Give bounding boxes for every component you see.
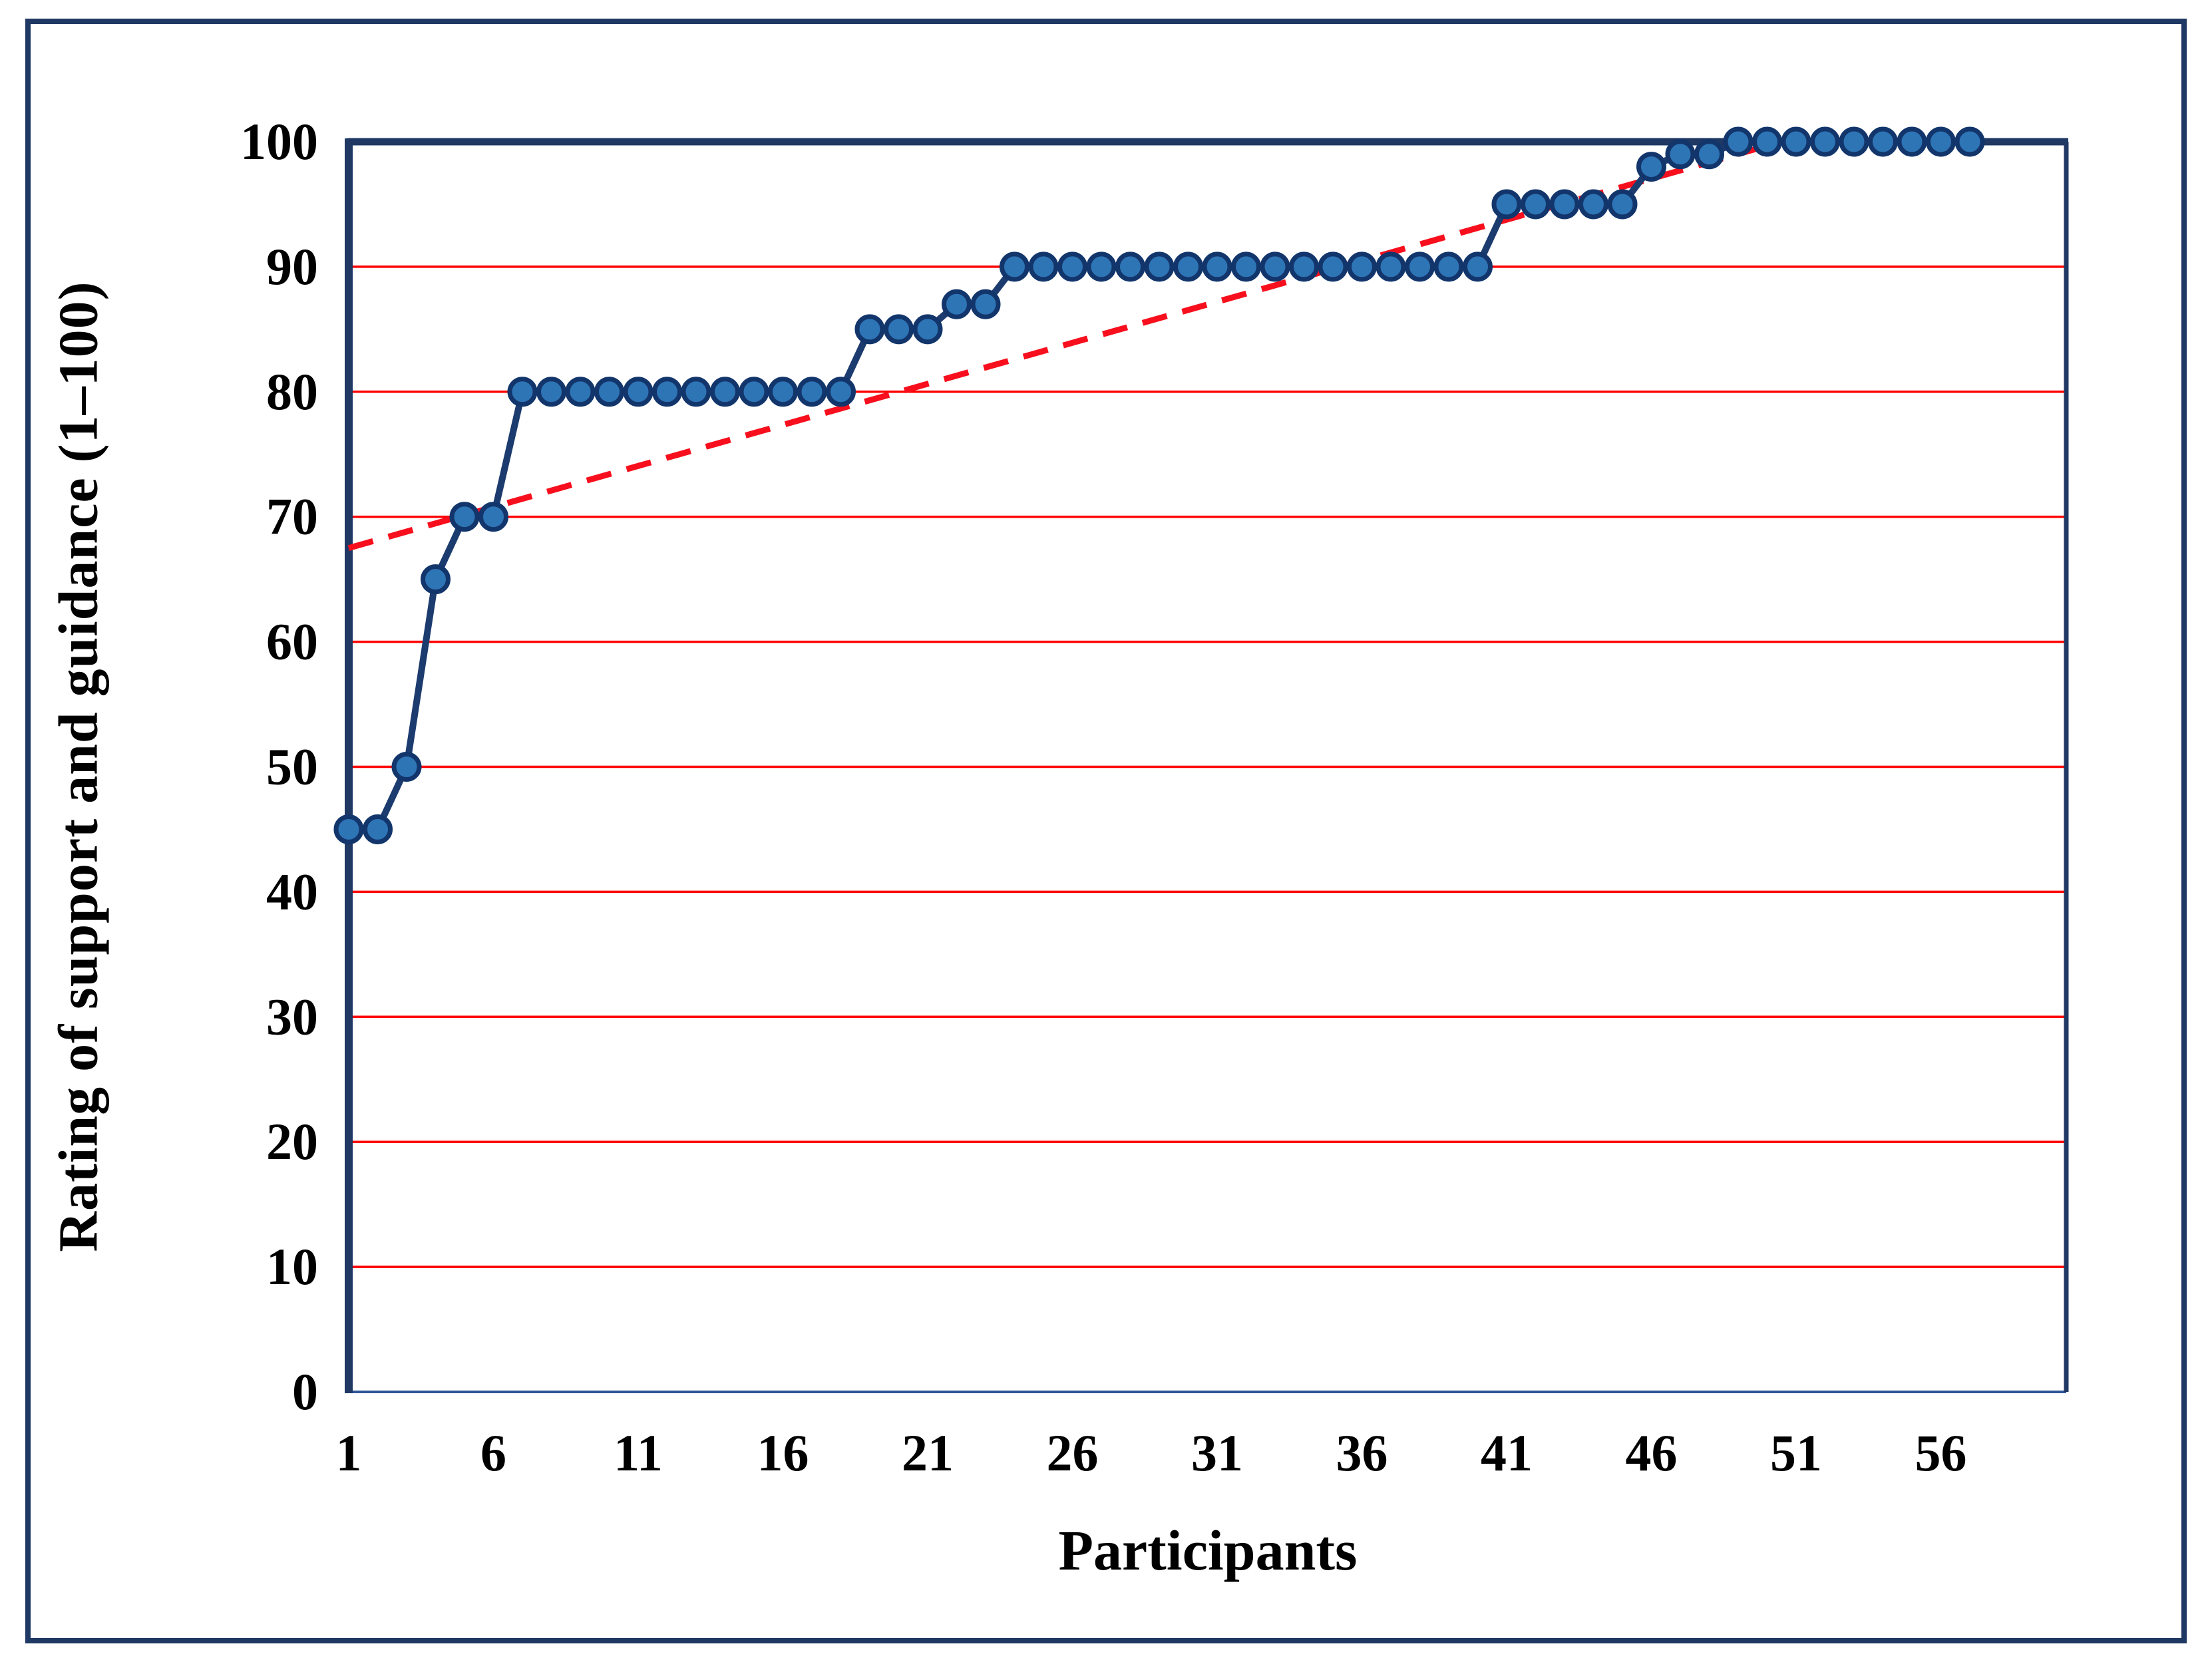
x-tick-label: 1: [336, 1424, 362, 1482]
data-point-marker: [1781, 126, 1811, 157]
x-tick-label: 51: [1770, 1424, 1822, 1482]
y-tick-label: 100: [240, 112, 318, 170]
data-point-marker: [1521, 189, 1551, 220]
data-point-marker: [1694, 139, 1724, 170]
data-point-marker: [1433, 251, 1464, 282]
data-point-marker: [970, 289, 1001, 319]
data-point-marker: [797, 377, 827, 407]
data-point-marker: [1173, 251, 1203, 282]
data-point-marker: [1926, 126, 1956, 157]
data-point-marker: [739, 377, 769, 407]
data-point-marker: [681, 377, 711, 407]
y-tick-label: 0: [292, 1363, 318, 1420]
data-point-marker: [1723, 126, 1753, 157]
y-tick-label: 70: [266, 488, 318, 546]
data-point-marker: [710, 377, 740, 407]
data-point-marker: [768, 377, 798, 407]
x-tick-label: 26: [1047, 1424, 1099, 1482]
data-point-marker: [1491, 189, 1522, 220]
y-tick-label: 90: [266, 238, 318, 295]
data-point-marker: [1144, 251, 1175, 282]
data-point-marker: [1000, 251, 1029, 282]
data-point-marker: [478, 502, 508, 532]
y-tick-label: 50: [266, 738, 318, 796]
data-point-marker: [652, 377, 682, 407]
data-point-marker: [565, 377, 596, 407]
data-point-marker: [1260, 251, 1290, 282]
data-point-marker: [1086, 251, 1117, 282]
data-point-marker: [1954, 126, 1985, 157]
data-point-marker: [1318, 251, 1348, 282]
data-point-marker: [1636, 152, 1666, 182]
data-point-marker: [333, 814, 364, 844]
data-point-marker: [1868, 126, 1898, 157]
x-tick-label: 6: [480, 1424, 506, 1482]
data-point-marker: [421, 564, 451, 595]
data-point-marker: [363, 814, 393, 844]
data-point-marker: [1028, 251, 1059, 282]
x-tick-label: 36: [1336, 1424, 1388, 1482]
data-point-marker: [1289, 251, 1319, 282]
data-point-marker: [536, 377, 566, 407]
y-tick-label: 30: [266, 987, 318, 1045]
data-point-marker: [623, 377, 653, 407]
data-point-marker: [854, 314, 885, 345]
data-point-marker: [1115, 251, 1145, 282]
data-point-marker: [1376, 251, 1406, 282]
data-point-marker: [1463, 251, 1493, 282]
data-point-marker: [826, 377, 856, 407]
data-point-marker: [391, 752, 422, 782]
y-tick-label: 80: [266, 363, 318, 420]
data-point-marker: [1665, 139, 1696, 170]
y-axis-title: Rating of support and guidance (1–100): [47, 281, 110, 1252]
x-tick-label: 31: [1191, 1424, 1243, 1482]
data-point-marker: [942, 289, 972, 319]
data-point-marker: [1347, 251, 1377, 282]
data-series-line: [349, 138, 1970, 833]
data-point-marker: [1057, 251, 1087, 282]
y-tick-label: 40: [266, 862, 318, 920]
data-point-marker: [1752, 126, 1782, 157]
data-point-marker: [507, 377, 538, 407]
x-tick-label: 46: [1626, 1424, 1678, 1482]
data-point-marker: [1578, 189, 1608, 220]
data-point-marker: [1897, 126, 1927, 157]
data-point-marker: [1549, 189, 1580, 220]
x-tick-label: 21: [902, 1424, 954, 1482]
data-point-marker: [449, 502, 480, 532]
data-point-marker: [1405, 251, 1435, 282]
data-point-marker: [1231, 251, 1261, 282]
data-point-marker: [1607, 189, 1638, 220]
x-tick-label: 56: [1915, 1424, 1967, 1482]
data-point-marker: [912, 314, 943, 345]
x-tick-label: 11: [614, 1424, 663, 1482]
data-point-marker: [1810, 126, 1840, 157]
x-axis-title: Participants: [1058, 1518, 1358, 1582]
y-tick-label: 20: [266, 1112, 318, 1170]
x-tick-label: 16: [757, 1424, 809, 1482]
data-point-marker: [1202, 251, 1232, 282]
y-tick-label: 10: [266, 1238, 318, 1295]
data-point-marker: [1839, 126, 1869, 157]
x-tick-label: 41: [1481, 1424, 1533, 1482]
y-tick-label: 60: [266, 613, 318, 671]
data-point-marker: [594, 377, 624, 407]
data-point-marker: [884, 314, 914, 345]
